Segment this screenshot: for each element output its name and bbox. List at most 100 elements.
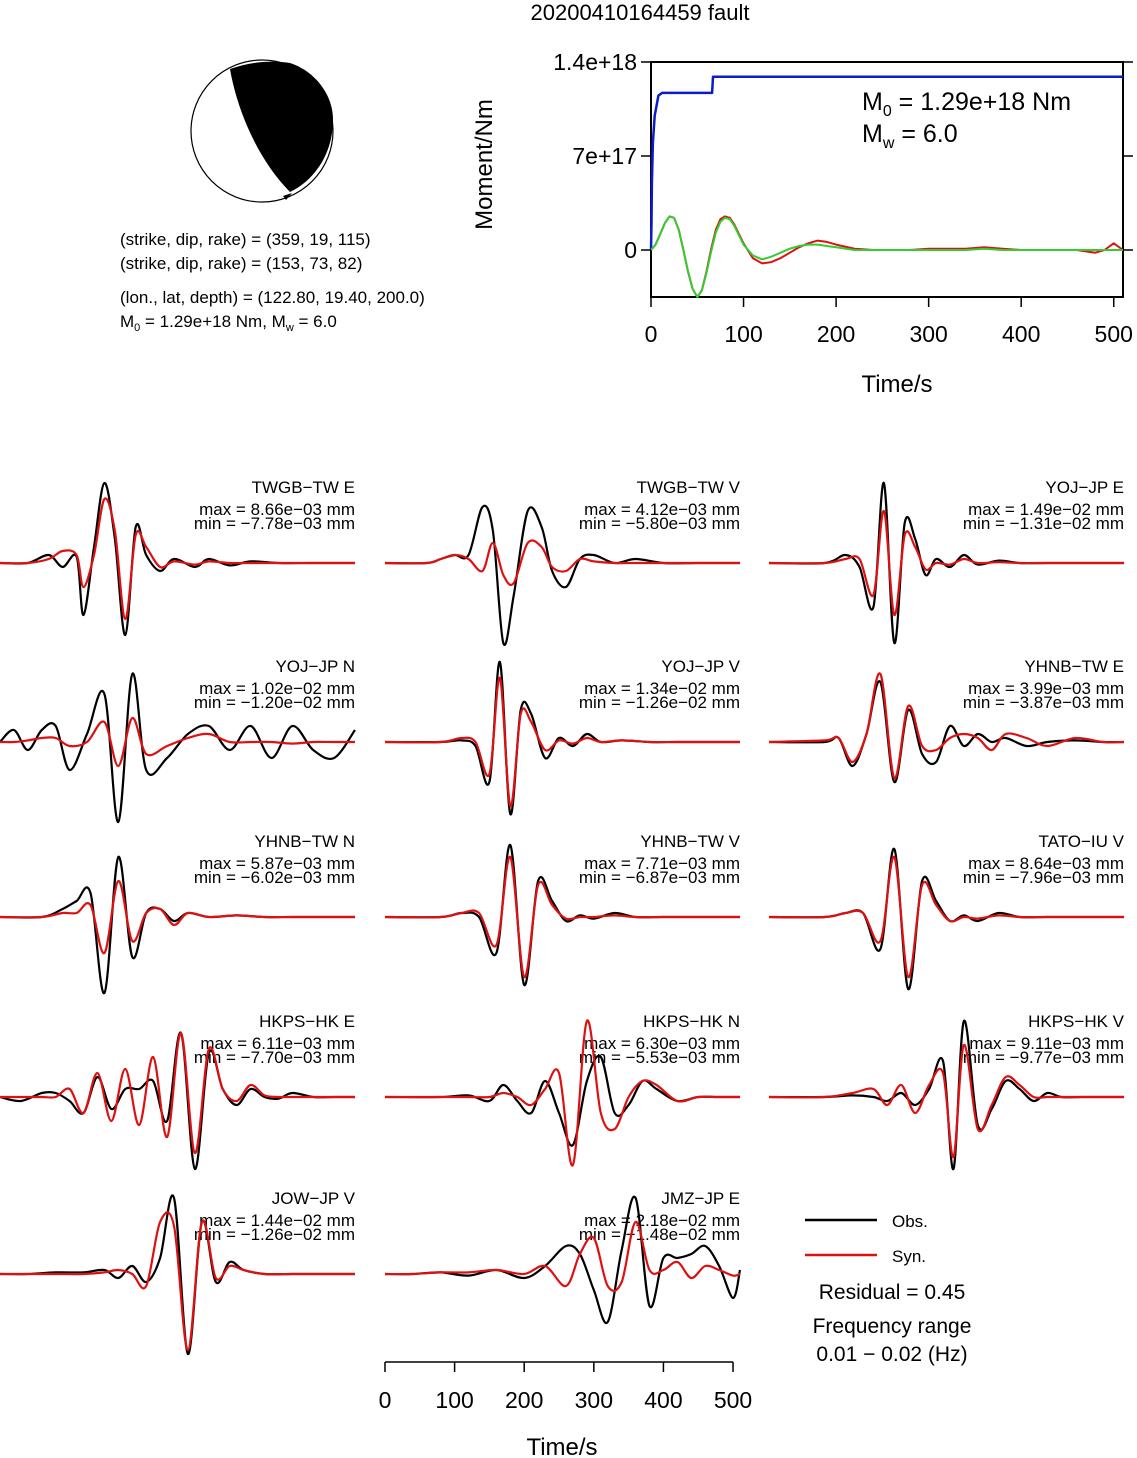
beachball-compressional-quadrant (230, 61, 333, 193)
time-tick-label: 100 (435, 1387, 473, 1413)
max-label: max = 6.30e−03 mm (584, 1034, 740, 1053)
time-tick-label: 400 (644, 1387, 682, 1413)
station-label: YHNB−TW V (640, 832, 740, 851)
max-label: max = 1.34e−02 mm (584, 679, 740, 698)
station-label: TATO−IU V (1039, 832, 1125, 851)
y-axis-label: Moment/Nm (471, 99, 498, 230)
x-tick-label: 100 (724, 321, 762, 347)
max-label: max = 1.02e−02 mm (199, 679, 355, 698)
min-label: min = −7.96e−03 mm (963, 868, 1124, 887)
min-label: min = −1.20e−02 mm (194, 693, 355, 712)
observed-trace (0, 672, 356, 824)
synthetic-trace (768, 855, 1124, 979)
mechanism-info: (strike, dip, rake) = (359, 19, 115) (st… (120, 230, 425, 334)
moment-magnitude-line: M0 = 1.29e+18 Nm, Mw = 6.0 (120, 312, 337, 334)
max-label: max = 8.64e−03 mm (968, 854, 1124, 873)
beachball-small-quadrant (283, 193, 292, 200)
max-label: max = 4.12e−03 mm (584, 500, 740, 519)
nodal-plane-2: (strike, dip, rake) = (153, 73, 82) (120, 254, 362, 273)
y-tick-label: 7e+17 (572, 143, 637, 169)
synthetic-trace (0, 497, 355, 621)
legend-syn-label: Syn. (892, 1247, 926, 1266)
moment-chart: 1.4e+18 7e+17 0 0 100 200 300 400 500 Time/s Momen… (471, 49, 1133, 398)
time-tick-label: 300 (575, 1387, 613, 1413)
station-label: YOJ−JP E (1045, 478, 1124, 497)
synthetic-trace (384, 855, 740, 979)
station-label: YOJ−JP N (275, 657, 355, 676)
min-label: min = −5.80e−03 mm (579, 514, 740, 533)
annotation-mw: Mw = 6.0 (862, 120, 958, 152)
synthetic-trace (768, 672, 1125, 780)
beachball (190, 59, 334, 203)
max-label: max = 8.66e−03 mm (199, 500, 355, 519)
hypocenter: (lon., lat, depth) = (122.80, 19.40, 200… (120, 288, 425, 307)
station-label: TWGB−TW V (637, 478, 741, 497)
moment-series-0 (649, 75, 1123, 251)
min-label: min = −9.77e−03 mm (963, 1048, 1124, 1067)
min-label: min = −6.87e−03 mm (579, 868, 740, 887)
max-label: max = 1.44e−02 mm (199, 1211, 355, 1230)
station-label: YHNB−TW N (254, 832, 355, 851)
min-label: min = −7.70e−03 mm (194, 1048, 355, 1067)
moment-series-1 (650, 215, 1124, 298)
min-label: min = −1.48e−02 mm (579, 1225, 740, 1244)
synthetic-trace (0, 716, 355, 768)
observed-trace (768, 680, 1125, 784)
synthetic-trace (768, 509, 1124, 617)
synthetic-trace (768, 1043, 1124, 1159)
min-label: min = −1.26e−02 mm (579, 693, 740, 712)
x-tick-label: 400 (1002, 321, 1040, 347)
station-label: YOJ−JP V (661, 657, 740, 676)
min-label: min = −3.87e−03 mm (963, 693, 1124, 712)
station-label: TWGB−TW E (252, 478, 355, 497)
min-label: min = −1.31e−02 mm (963, 514, 1124, 533)
min-label: min = −5.53e−03 mm (579, 1048, 740, 1067)
x-tick-label: 0 (645, 321, 658, 347)
observed-trace (384, 1195, 742, 1325)
annotation-m0: M0 = 1.29e+18 Nm (862, 88, 1071, 120)
waveform-time-axis: 0 100 200 300 400 500 Time/s (379, 1361, 752, 1458)
time-tick-label: 200 (505, 1387, 543, 1413)
min-label: min = −1.26e−02 mm (194, 1225, 355, 1244)
synthetic-trace (0, 1211, 355, 1352)
station-label: JOW−JP V (272, 1189, 356, 1208)
max-label: max = 1.49e−02 mm (968, 500, 1124, 519)
synthetic-trace (0, 1031, 355, 1155)
time-tick-label: 500 (714, 1387, 752, 1413)
synthetic-trace (384, 1220, 741, 1292)
frequency-title: Frequency range (813, 1315, 972, 1338)
x-tick-label: 300 (909, 321, 947, 347)
synthetic-trace (384, 676, 740, 808)
moment-series-2 (650, 215, 1123, 298)
nodal-plane-1: (strike, dip, rake) = (359, 19, 115) (120, 230, 371, 249)
residual-text: Residual = 0.45 (819, 1281, 966, 1304)
max-label: max = 9.11e−03 mm (969, 1034, 1124, 1053)
synthetic-trace (385, 1019, 740, 1167)
x-tick-label: 200 (817, 321, 855, 347)
max-label: max = 2.18e−02 mm (584, 1211, 740, 1230)
max-label: max = 5.87e−03 mm (199, 854, 355, 873)
legend-obs-label: Obs. (892, 1212, 928, 1231)
time-axis-label: Time/s (526, 1434, 597, 1458)
synthetic-trace (384, 539, 740, 586)
station-label: HKPS−HK E (259, 1012, 355, 1031)
station-label: HKPS−HK N (643, 1012, 740, 1031)
station-label: YHNB−TW E (1024, 657, 1124, 676)
figure-title: 20200410164459 fault (531, 0, 750, 25)
station-label: HKPS−HK V (1028, 1012, 1125, 1031)
min-label: min = −7.78e−03 mm (194, 514, 355, 533)
